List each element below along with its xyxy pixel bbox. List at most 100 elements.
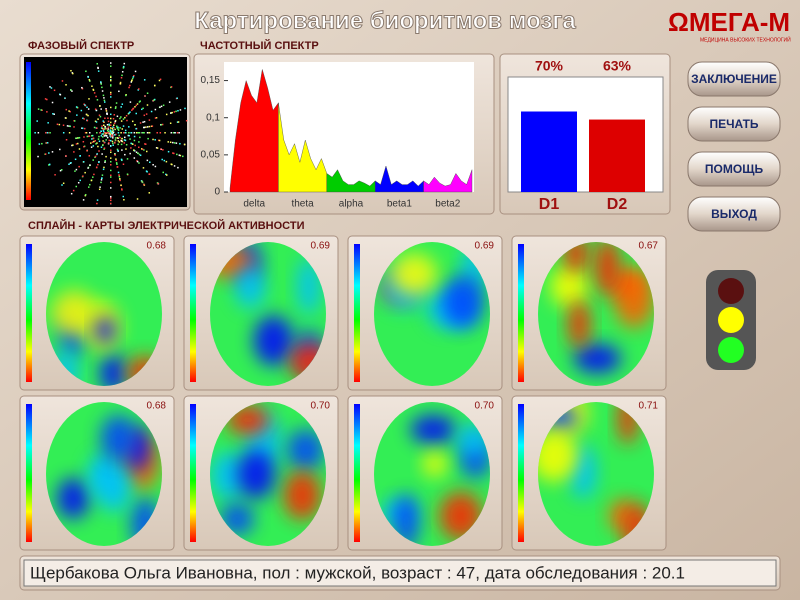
phase-dot: [68, 125, 70, 127]
phase-dot: [115, 158, 117, 160]
phase-dot: [124, 153, 126, 156]
phase-dot: [62, 182, 65, 185]
phase-dot: [96, 127, 98, 129]
phase-dot: [44, 153, 47, 155]
phase-dot: [109, 130, 112, 133]
phase-dot: [96, 199, 99, 201]
map-blob: [210, 451, 246, 500]
phase-dot: [110, 117, 112, 120]
phase-dot: [139, 122, 142, 124]
phase-dot: [124, 116, 126, 119]
phase-dot: [184, 107, 186, 110]
button[interactable]: [687, 196, 781, 232]
phase-dot: [77, 181, 80, 184]
phase-dot: [89, 183, 91, 186]
phase-dot: [70, 192, 73, 195]
button-label[interactable]: ЗАКЛЮЧЕНИЕ: [691, 72, 777, 86]
phase-dot: [135, 127, 137, 130]
phase-dot: [76, 114, 78, 116]
phase-dot: [145, 113, 148, 115]
app-title: Картирование биоритмов мозга: [194, 7, 576, 34]
phase-dot: [170, 86, 173, 88]
phase-dot: [98, 188, 101, 191]
button[interactable]: [687, 106, 781, 142]
bar-value-label: 63%: [603, 58, 632, 74]
phase-dot: [114, 128, 116, 131]
phase-dot: [158, 139, 161, 142]
phase-dot: [171, 163, 173, 166]
phase-dot: [159, 106, 161, 108]
phase-dot: [115, 133, 117, 136]
phase-dot: [110, 151, 112, 154]
phase-dot: [111, 134, 114, 136]
phase-dot: [103, 135, 106, 137]
spectrum-band: [423, 169, 473, 193]
phase-dot: [116, 148, 119, 151]
phase-dot: [100, 81, 102, 84]
phase-dot: [124, 129, 127, 132]
phase-dot: [129, 101, 132, 103]
phase-dot: [165, 113, 168, 116]
phase-dot: [139, 100, 141, 102]
phase-dot: [176, 121, 179, 123]
phase-dot: [121, 137, 123, 140]
phase-dot: [138, 132, 141, 134]
phase-dot: [150, 110, 153, 113]
phase-dot: [134, 70, 137, 73]
phase-dot: [82, 140, 85, 143]
phase-dot: [146, 132, 149, 134]
phase-dot: [83, 145, 86, 148]
phase-dot: [134, 124, 136, 126]
map-blob: [286, 429, 325, 471]
phase-dot: [110, 79, 112, 82]
phase-dot: [173, 111, 176, 113]
phase-dot: [117, 128, 119, 130]
phase-dot: [92, 159, 94, 161]
phase-dot: [174, 132, 176, 134]
map-blob: [236, 449, 276, 500]
phase-dot: [45, 142, 48, 144]
phase-dot: [46, 98, 48, 101]
button-label[interactable]: ВЫХОД: [711, 207, 757, 221]
phase-dot: [112, 131, 115, 134]
phase-dot: [81, 87, 84, 90]
phase-dot: [107, 126, 110, 128]
phase-dot: [121, 128, 124, 130]
phase-dot: [105, 155, 107, 158]
phase-dot: [143, 114, 146, 117]
bar: [521, 111, 577, 192]
phase-dot: [59, 148, 61, 151]
phase-dot: [100, 135, 103, 137]
phase-dot: [79, 155, 81, 157]
phase-dot: [156, 132, 158, 134]
phase-dot: [75, 168, 78, 171]
phase-dot: [142, 126, 145, 129]
button-label[interactable]: ПОМОЩЬ: [705, 162, 764, 176]
phase-dot: [163, 159, 166, 162]
phase-dot: [48, 164, 50, 166]
phase-dot: [89, 164, 91, 166]
phase-dot: [131, 120, 134, 123]
phase-dot: [95, 95, 97, 98]
phase-dot: [100, 130, 103, 133]
phase-dot: [176, 132, 179, 134]
phase-dot: [178, 132, 180, 134]
phase-dot: [75, 143, 78, 145]
phase-dot: [171, 111, 173, 114]
phase-dot: [117, 129, 120, 131]
phase-dot: [122, 125, 125, 127]
phase-dot: [46, 142, 49, 144]
phase-dot: [91, 134, 94, 137]
phase-dot: [104, 126, 107, 128]
phase-dot: [117, 140, 120, 142]
button-label[interactable]: ПЕЧАТЬ: [709, 117, 758, 131]
phase-dot: [148, 132, 150, 134]
button[interactable]: [687, 151, 781, 187]
phase-dot: [86, 113, 88, 116]
phase-dot: [109, 132, 112, 134]
map-blob: [297, 257, 321, 315]
phase-dot: [114, 137, 117, 139]
phase-dot: [73, 120, 76, 122]
button[interactable]: [687, 61, 781, 97]
